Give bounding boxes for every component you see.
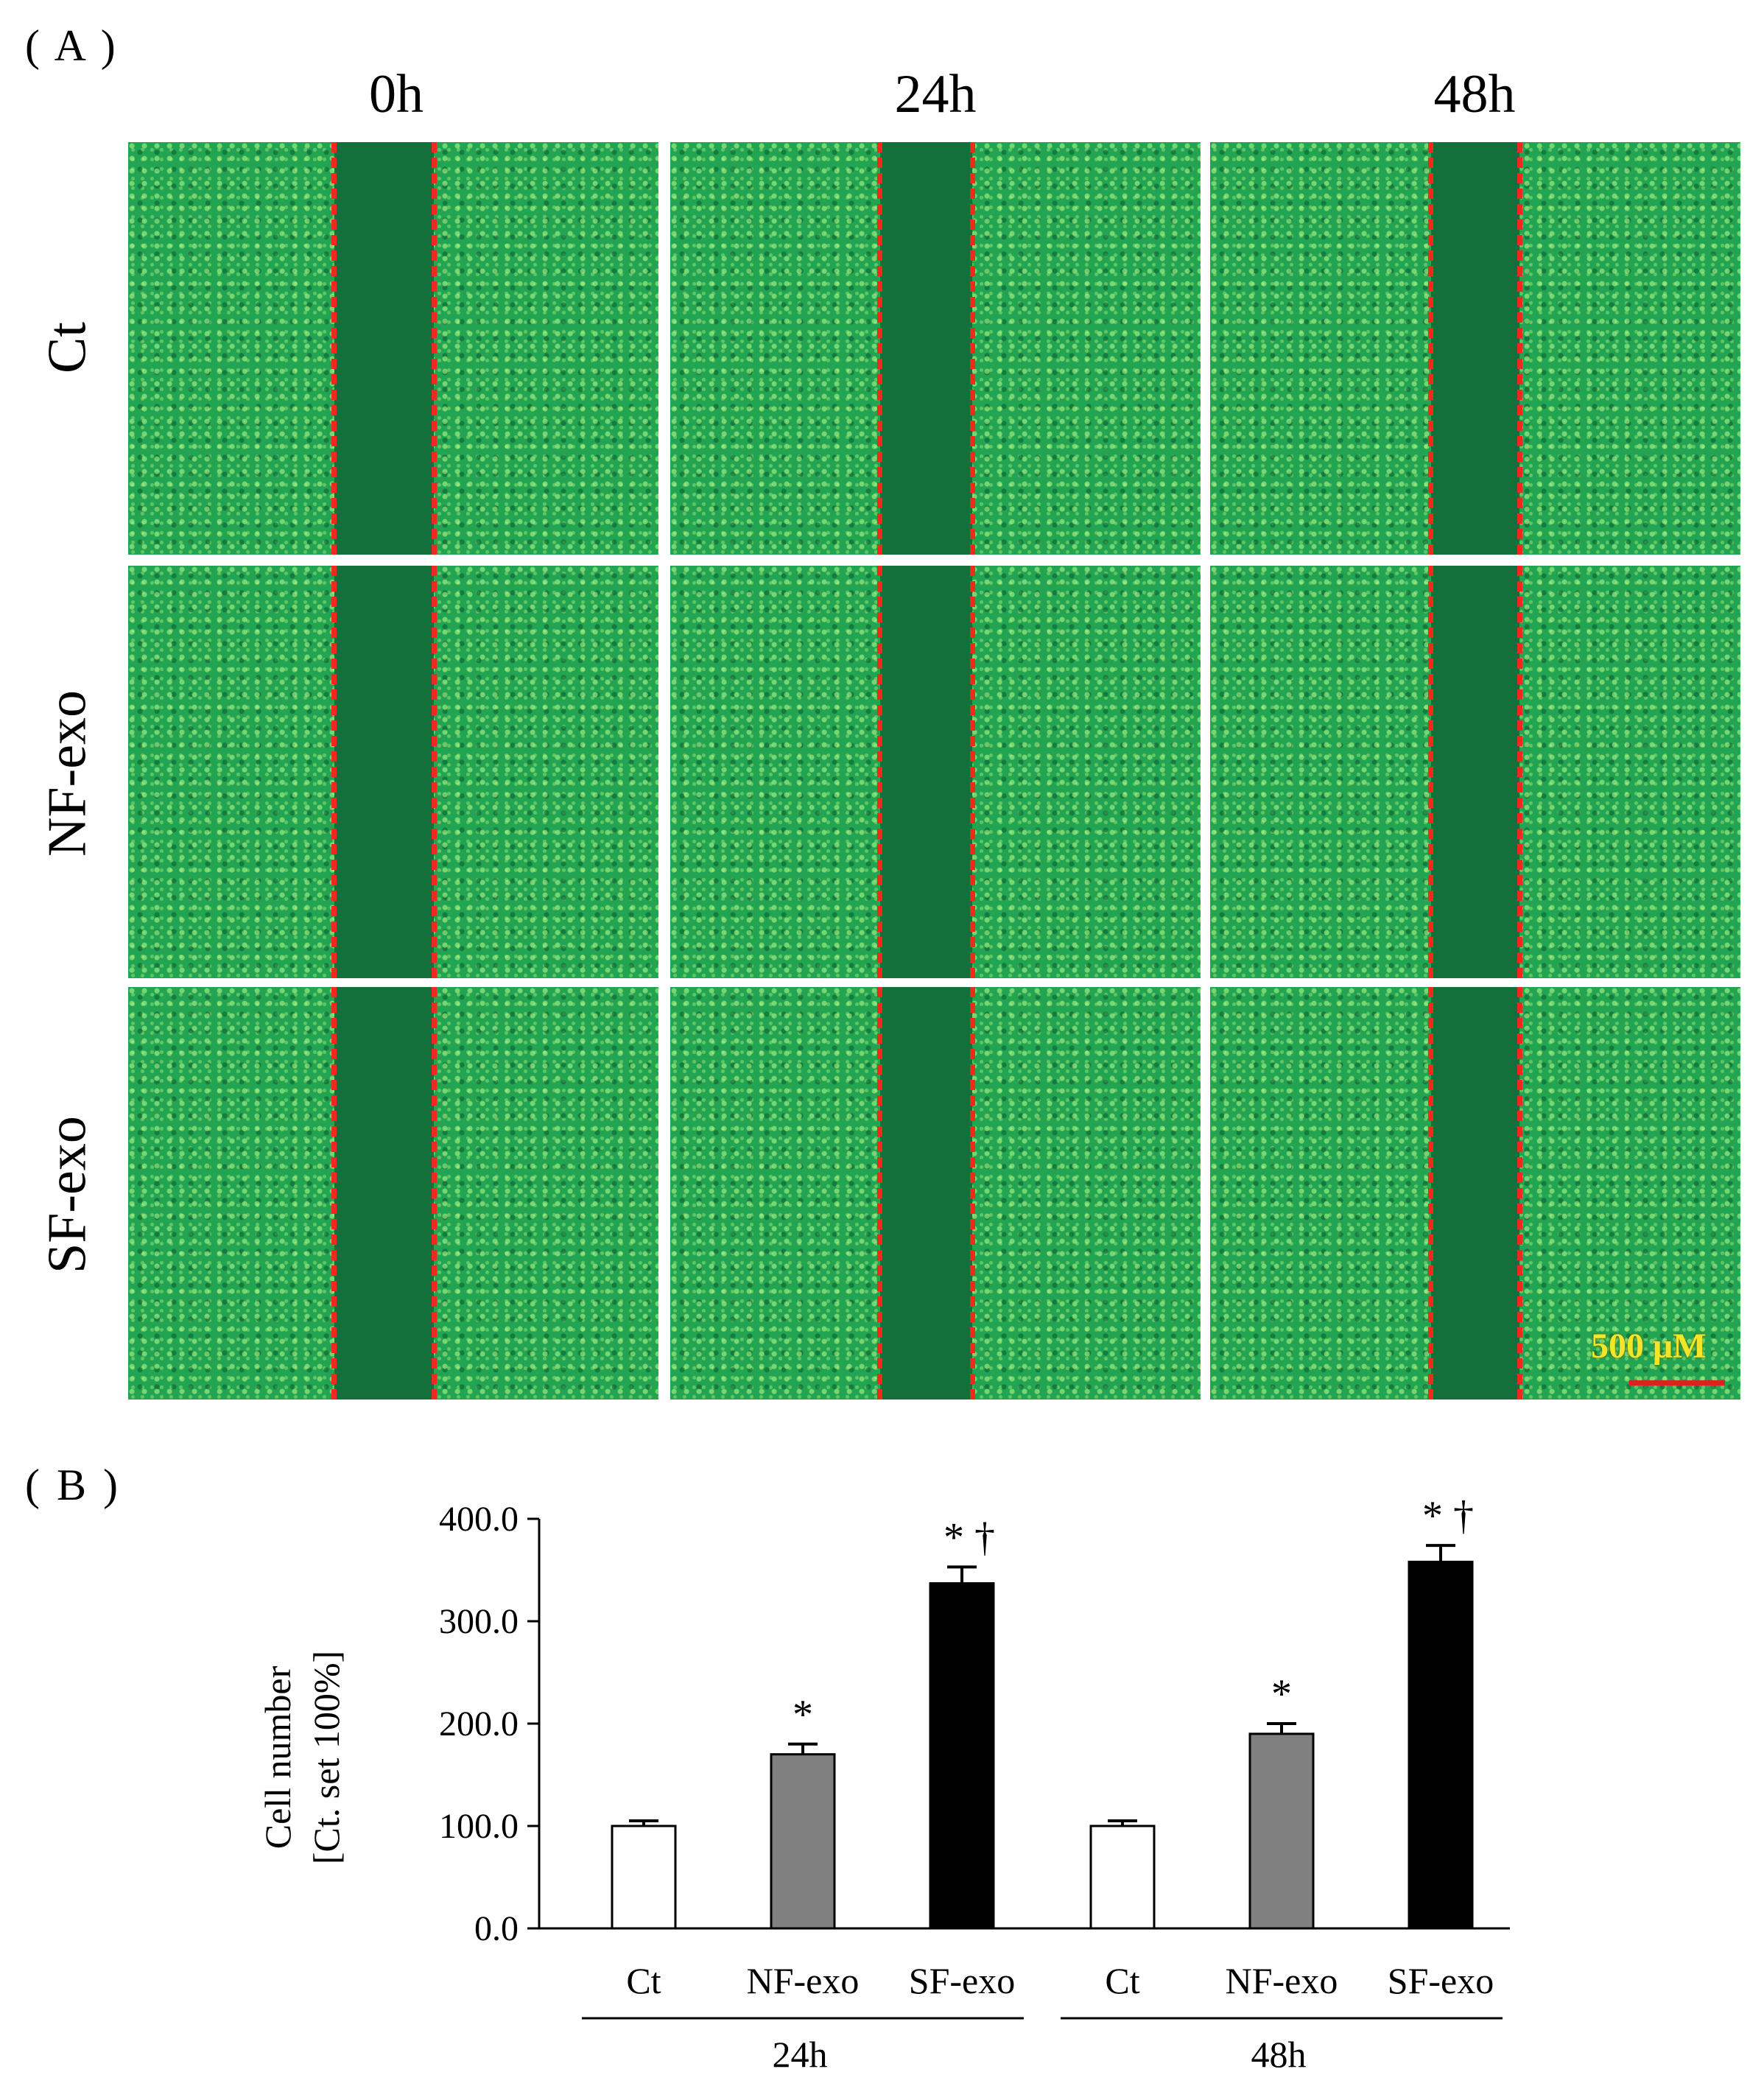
wound-edge-left [1428,566,1433,978]
column-header-0h: 0h [369,64,424,124]
wound-edge-right [1517,142,1522,555]
micrograph-sf-exo-24h [670,987,1201,1400]
significance-marker: * [793,1692,813,1738]
micrograph-ct-48h [1210,142,1740,555]
micrograph-nf-exo-48h [1210,566,1740,978]
wound-gap [1431,566,1519,978]
bar-nf-exo-48h [1248,1732,1315,1930]
wound-edge-left [877,566,882,978]
wound-edge-left [331,987,337,1400]
significance-marker: * † [1422,1493,1474,1539]
micrograph-nf-exo-24h [670,566,1201,978]
wound-edge-right [1517,987,1522,1400]
x-category-label: SF-exo [1388,1960,1494,2001]
wound-edge-right [970,142,975,555]
column-header-24h: 24h [894,64,977,124]
wound-edge-left [331,566,337,978]
x-group-label: 24h [773,2034,828,2075]
micrograph-nf-exo-0h [128,566,658,978]
y-axis-label-line2: [Ct. set 100%] [306,1651,347,1864]
scale-bar [1629,1380,1725,1386]
wound-edge-right [432,566,437,978]
wound-edge-left [877,987,882,1400]
x-category-label: NF-exo [747,1960,860,2001]
y-tick-label: 0.0 [474,1909,519,1948]
y-tick-label: 300.0 [439,1602,519,1641]
wound-edge-right [970,987,975,1400]
panel-b-label: ( B ) [25,1461,121,1509]
wound-gap [334,987,434,1400]
y-tick-label: 400.0 [439,1500,519,1539]
wound-edge-right [970,566,975,978]
x-group-label: 48h [1251,2034,1307,2075]
bar-sf-exo-48h [1408,1560,1474,1930]
wound-edge-right [432,987,437,1400]
wound-edge-left [331,142,337,555]
wound-gap [880,142,972,555]
panel-a-label: ( A ) [25,21,119,70]
bar-ct-24h [611,1825,677,1930]
y-axis-label-line1: Cell number [257,1665,298,1849]
wound-gap [880,566,972,978]
significance-marker: * † [944,1514,995,1560]
bar-nf-exo-24h [770,1753,836,1930]
significance-marker: * [1271,1671,1292,1717]
micrograph-sf-exo-48h [1210,987,1740,1400]
wound-edge-left [1428,142,1433,555]
y-tick-label: 100.0 [439,1807,519,1846]
wound-edge-right [432,142,437,555]
micrograph-ct-24h [670,142,1201,555]
column-header-48h: 48h [1433,64,1516,124]
bar-sf-exo-24h [929,1582,995,1930]
bar-ct-48h [1089,1825,1156,1930]
y-tick-label: 200.0 [439,1704,519,1743]
x-category-label: Ct [1105,1960,1139,2001]
wound-gap [1431,142,1519,555]
x-category-label: NF-exo [1226,1960,1338,2001]
micrograph-sf-exo-0h [128,987,658,1400]
x-category-label: SF-exo [909,1960,1015,2001]
wound-gap [334,566,434,978]
wound-edge-left [877,142,882,555]
x-category-label: Ct [626,1960,661,2001]
wound-gap [1431,987,1519,1400]
wound-edge-left [1428,987,1433,1400]
micrograph-ct-0h [128,142,658,555]
wound-edge-right [1517,566,1522,978]
wound-gap [880,987,972,1400]
scale-bar-label: 500 μM [1591,1327,1707,1366]
wound-gap [334,142,434,555]
